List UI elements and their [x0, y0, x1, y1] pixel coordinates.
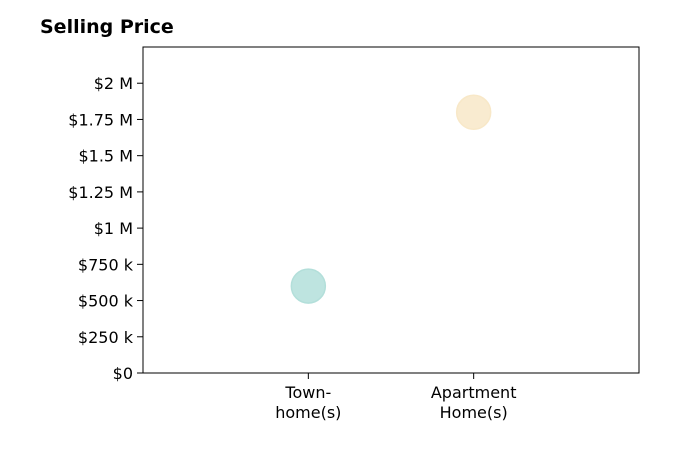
y-tick-label: $2 M — [94, 74, 133, 93]
x-tick-label: Apartment — [431, 383, 517, 402]
x-tick-label: Home(s) — [440, 403, 508, 422]
chart-title: Selling Price — [40, 16, 174, 38]
x-tick-label: home(s) — [275, 403, 341, 422]
y-tick-label: $0 — [113, 364, 133, 383]
y-tick-label: $1.75 M — [68, 110, 133, 129]
y-tick-label: $500 k — [78, 292, 134, 311]
data-points — [290, 94, 492, 304]
plot-area-frame — [142, 46, 640, 374]
y-tick-label: $250 k — [78, 328, 134, 347]
y-tick-label: $750 k — [78, 255, 134, 274]
data-point — [455, 94, 492, 130]
y-axis: $0 $250 k $500 k $750 k $1 M $1.25 M $1.5 M $1.… — [68, 74, 143, 383]
x-tick-label: Town- — [284, 383, 331, 402]
y-tick-label: $1.25 M — [68, 183, 133, 202]
y-tick-label: $1 M — [94, 219, 133, 238]
data-point — [290, 268, 327, 304]
y-tick-label: $1.5 M — [78, 147, 133, 166]
